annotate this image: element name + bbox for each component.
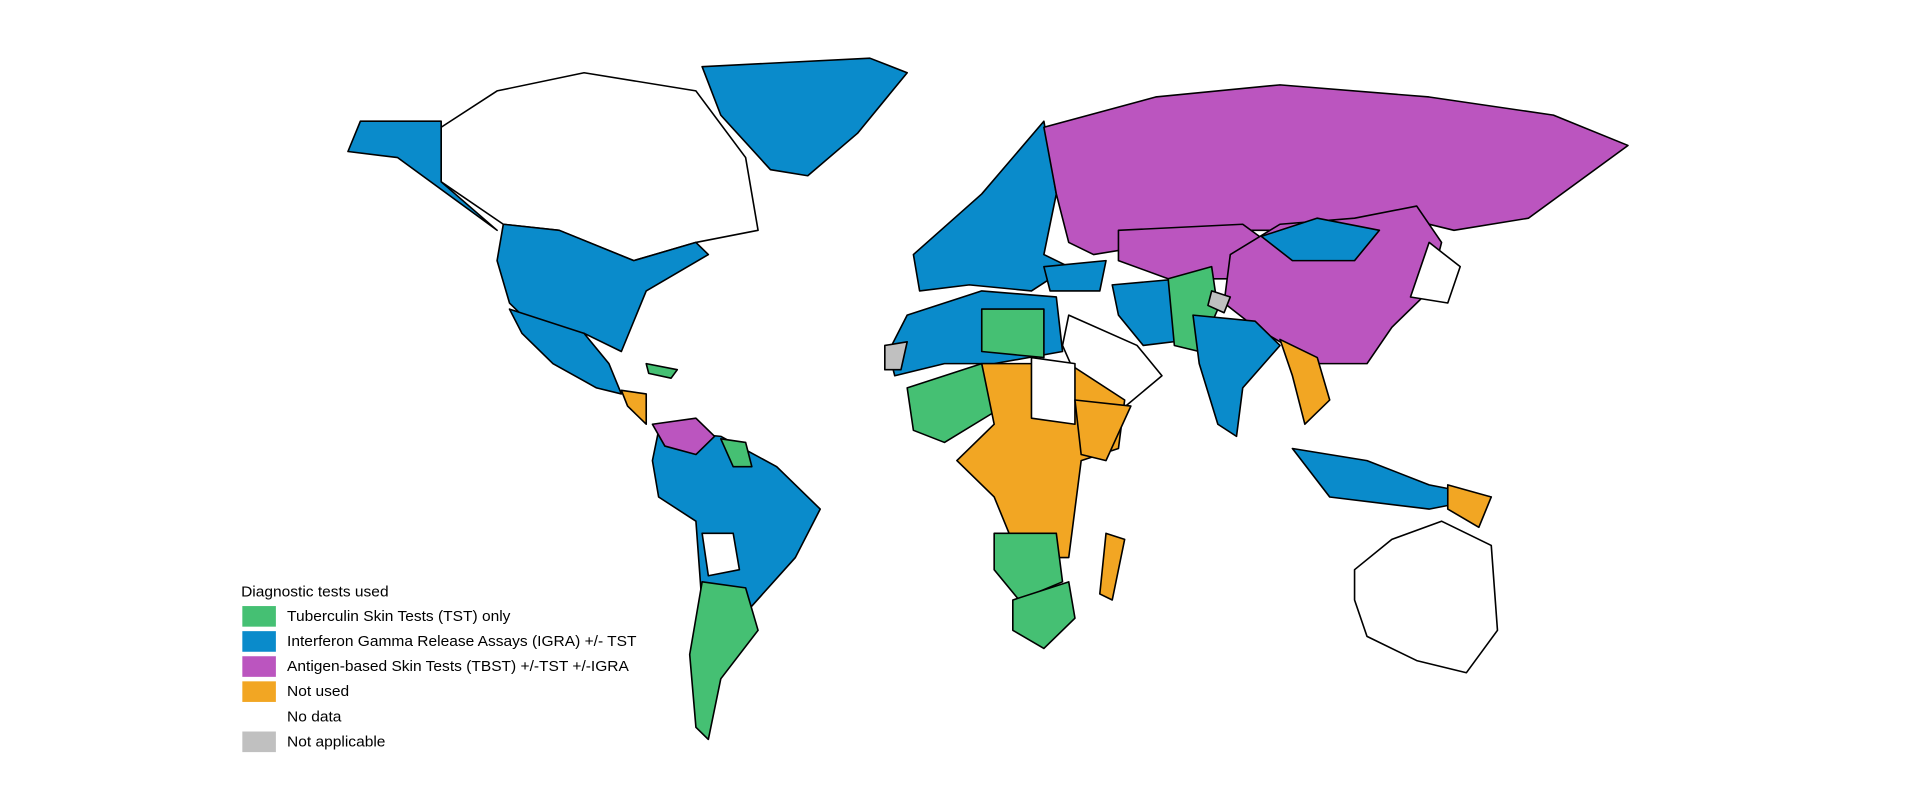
country [1207, 290, 1232, 314]
legend-swatch [242, 681, 276, 702]
country [1012, 581, 1076, 650]
country [1192, 314, 1281, 438]
legend-swatch [242, 731, 276, 753]
country [651, 417, 716, 456]
legend: Diagnostic tests used Tuberculin Skin Te… [241, 584, 637, 753]
legend-swatch [242, 656, 276, 677]
legend-swatch [242, 606, 276, 627]
country [912, 120, 1070, 292]
country [719, 438, 753, 468]
country [1260, 217, 1381, 262]
legend-label: Not used [287, 683, 349, 700]
legend-title: Diagnostic tests used [241, 584, 389, 601]
country [645, 362, 679, 379]
country [906, 362, 995, 444]
legend-swatch [242, 706, 276, 728]
country [980, 308, 1045, 359]
country [1446, 484, 1493, 529]
legend-swatch [242, 631, 276, 652]
legend-label: No data [287, 708, 342, 725]
country [1409, 241, 1462, 304]
legend-label: Antigen-based Skin Tests (TBST) +/-TST +… [287, 658, 630, 675]
country [884, 341, 908, 371]
country [701, 532, 741, 577]
legend-label: Tuberculin Skin Tests (TST) only [287, 608, 511, 625]
country [1043, 259, 1107, 292]
country [347, 120, 498, 232]
country [1279, 338, 1331, 426]
country [701, 57, 908, 177]
legend-label: Interferon Gamma Release Assays (IGRA) +… [287, 633, 637, 650]
country [1030, 356, 1076, 426]
country [440, 71, 759, 262]
legend-label: Not applicable [287, 734, 385, 751]
country [688, 581, 759, 741]
country [508, 308, 623, 395]
country [1074, 399, 1132, 462]
country [1098, 532, 1126, 601]
country [496, 223, 710, 353]
world-map [347, 57, 1629, 741]
country [1353, 520, 1499, 674]
country [620, 389, 648, 426]
